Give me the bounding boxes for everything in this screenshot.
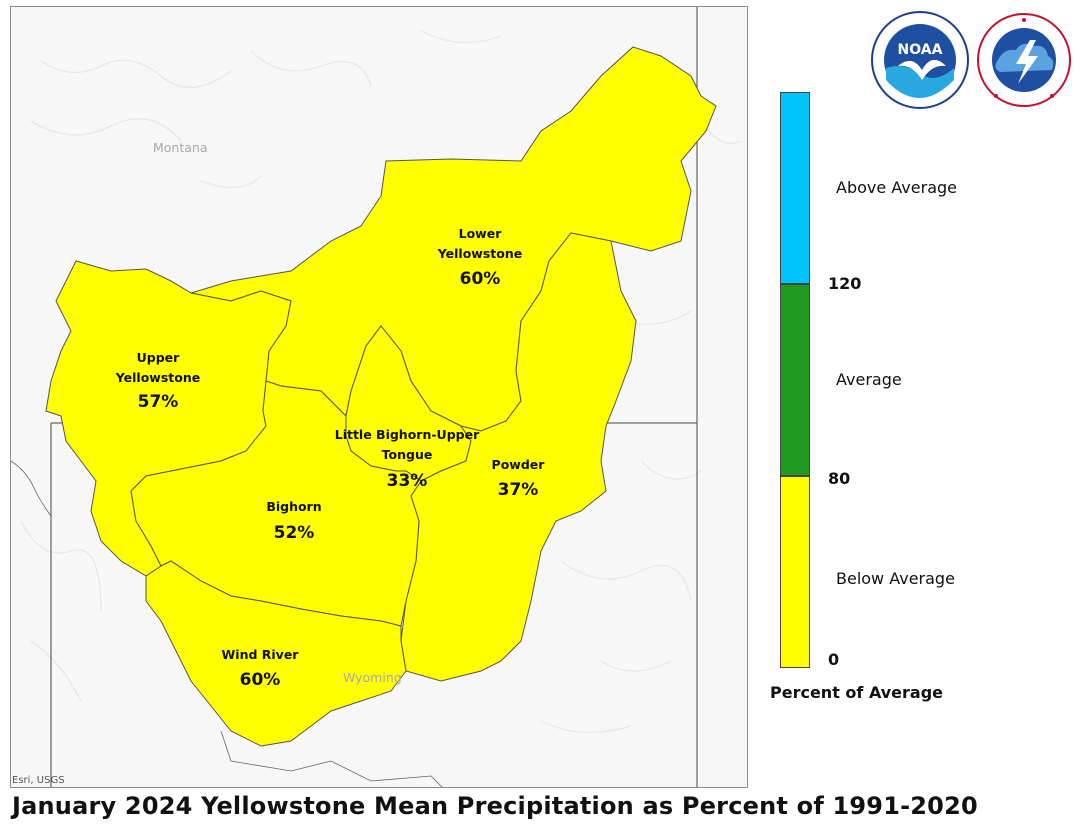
legend-title: Percent of Average xyxy=(770,683,944,702)
basin-percent-lower-yellowstone: 60% xyxy=(460,269,501,289)
basin-percent-little-bighorn: 33% xyxy=(387,471,428,491)
page-title: January 2024 Yellowstone Mean Precipitat… xyxy=(12,792,978,820)
basin-percent-bighorn: 52% xyxy=(274,523,315,543)
noaa-logo: NOAA xyxy=(871,11,969,109)
map-frame: Montana Wyoming Lower Yellowstone 60% Up… xyxy=(10,6,748,788)
basin-percent-wind-river: 60% xyxy=(240,670,281,690)
basin-label-bighorn: Bighorn xyxy=(266,499,321,514)
noaa-logo-text: NOAA xyxy=(898,42,943,58)
basin-percent-powder: 37% xyxy=(498,480,539,500)
basin-lower-yellowstone xyxy=(190,46,717,432)
map-canvas: Montana Wyoming Lower Yellowstone 60% Up… xyxy=(11,7,742,787)
basin-label-little-bighorn-line2: Tongue xyxy=(382,447,433,462)
basin-wind-river xyxy=(145,560,407,747)
basin-label-upper-yellowstone-line2: Yellowstone xyxy=(115,370,200,385)
basin-label-little-bighorn-line1: Little Bighorn-Upper xyxy=(335,427,480,442)
basin-label-upper-yellowstone-line1: Upper xyxy=(137,350,181,365)
legend-label-above-average: Above Average xyxy=(836,178,957,197)
basin-label-powder: Powder xyxy=(492,457,546,472)
legend-swatch-above-average xyxy=(780,92,810,284)
nws-logo xyxy=(977,13,1071,107)
basin-percent-upper-yellowstone: 57% xyxy=(138,392,179,412)
legend-tick-80: 80 xyxy=(828,469,851,488)
basin-label-lower-yellowstone-line1: Lower xyxy=(459,226,503,241)
map-attribution: Esri, USGS xyxy=(12,775,65,786)
legend-tick-120: 120 xyxy=(828,274,862,293)
basin-label-lower-yellowstone-line2: Yellowstone xyxy=(437,246,522,261)
legend: Above Average Average Below Average 120 … xyxy=(770,88,1070,708)
legend-swatch-average xyxy=(780,284,810,476)
basin-polygons xyxy=(45,46,717,747)
legend-swatch-below-average xyxy=(780,476,810,668)
basin-label-wind-river: Wind River xyxy=(222,647,300,662)
state-label-montana: Montana xyxy=(153,140,208,155)
state-label-wyoming: Wyoming xyxy=(343,670,402,685)
legend-label-average: Average xyxy=(836,370,902,389)
basin-labels: Lower Yellowstone 60% Upper Yellowstone … xyxy=(115,226,546,690)
legend-tick-0: 0 xyxy=(828,650,840,669)
legend-label-below-average: Below Average xyxy=(836,569,955,588)
